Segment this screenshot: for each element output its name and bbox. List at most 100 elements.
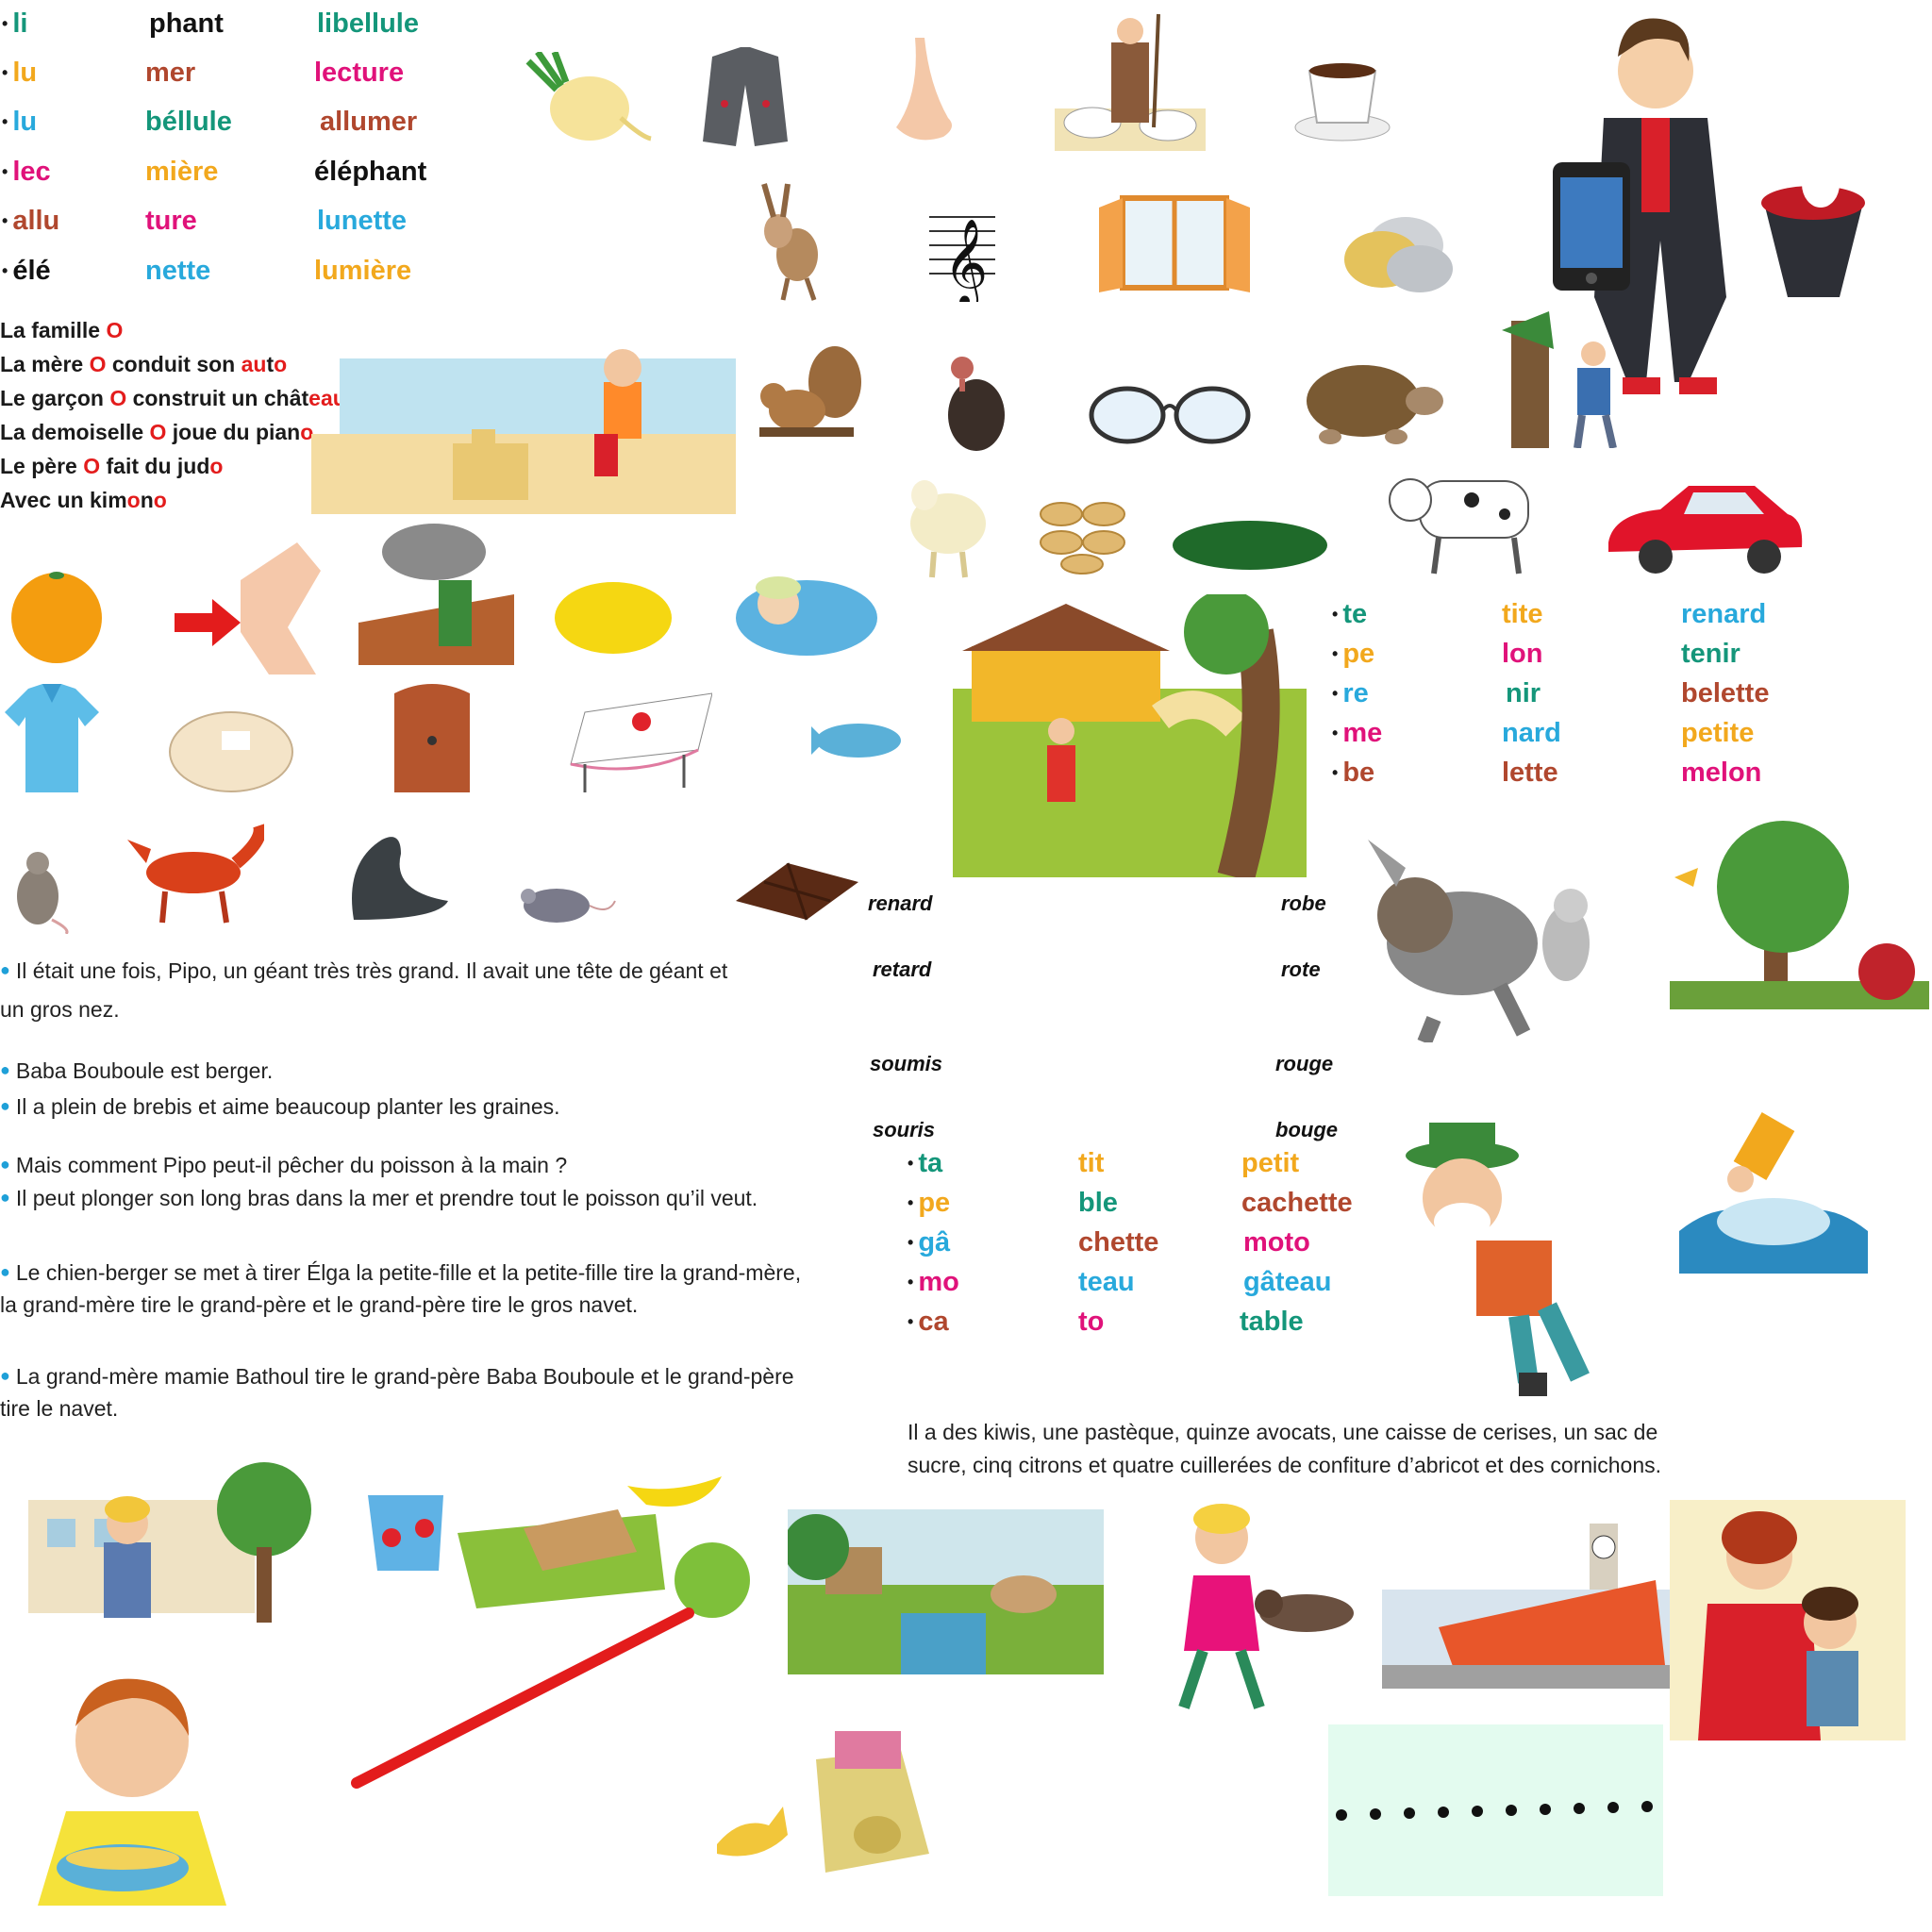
syllable: melon (1681, 758, 1762, 788)
cucumber-image (1173, 521, 1327, 570)
chocolate-image (736, 862, 858, 921)
syllable: pe (1332, 638, 1374, 670)
paired-word: robe (1281, 891, 1326, 915)
landscape-image (788, 1509, 1104, 1674)
story-line: ● Le chien-berger se met à tirer Élga la … (0, 1260, 802, 1285)
shopping-line: sucre, cinq citrons et quatre cuillerées… (908, 1453, 1662, 1477)
window-image (1099, 195, 1250, 292)
syllable: nette (145, 256, 211, 286)
story-line: ● La grand-mère mamie Bathoul tire le gra… (0, 1364, 794, 1389)
syllable: lec (2, 156, 50, 188)
red-line (351, 1607, 694, 1789)
story-line: ● Mais comment Pipo peut-il pêcher du poi… (0, 1153, 568, 1177)
diver-image (1679, 1112, 1868, 1274)
paired-word: renard (868, 891, 933, 915)
syllable: ble (1078, 1188, 1118, 1218)
syllable: gâteau (1243, 1267, 1332, 1297)
famille-line: Le père O fait du judo (0, 454, 224, 478)
paired-word: soumis (870, 1052, 943, 1075)
syllable: tenir (1681, 639, 1740, 669)
syllable: tite (1502, 599, 1543, 629)
syllable: moto (1243, 1227, 1310, 1257)
elbow-image (175, 542, 321, 675)
snack-foods-image (368, 1476, 750, 1618)
famille-line: La demoiselle O joue du piano (0, 420, 314, 444)
paired-word: souris (873, 1118, 936, 1141)
syllable: me (1332, 717, 1382, 749)
story-line: ● Il a plein de brebis et aime beaucoup p… (0, 1094, 560, 1119)
baby-image (736, 576, 877, 656)
phone-image (1553, 162, 1630, 291)
syllable: lu (2, 106, 37, 138)
dots-panel (1328, 1724, 1663, 1896)
syllable: petite (1681, 718, 1755, 748)
syllable: petit (1241, 1148, 1300, 1178)
syllable: to (1078, 1307, 1105, 1337)
lumberjack-image (1502, 311, 1617, 448)
syllable: allu (2, 205, 59, 237)
paired-word: rote (1281, 958, 1321, 981)
syllable: renard (1681, 599, 1767, 629)
famille-line: La famille O (0, 318, 124, 342)
story-line: un gros nez. (0, 997, 120, 1022)
chimney-image (358, 524, 514, 665)
vulture-image (948, 357, 1005, 451)
syllable: phant (149, 8, 224, 39)
sandcastle-beach-image (311, 349, 736, 514)
syllable: béllule (145, 107, 232, 137)
syllable: mo (908, 1266, 959, 1298)
squirrel-image (759, 346, 861, 437)
svg-text:𝄞: 𝄞 (943, 218, 988, 302)
seeds-image (1040, 502, 1125, 575)
rat-image (17, 852, 69, 934)
famille-line: Avec un kimono (0, 488, 167, 512)
famille-line: Le garçon O construit un château (0, 386, 346, 410)
syllable: lu (2, 57, 37, 89)
coffee-cup-image (1294, 63, 1391, 142)
syllable: lon (1502, 639, 1543, 669)
shouting-man-image (1406, 1123, 1590, 1396)
syllable: li (2, 8, 27, 40)
tree-with-bird-image (1670, 821, 1929, 1009)
syllable: ca (908, 1306, 948, 1338)
syllable: pe (908, 1187, 950, 1219)
orange-image (11, 572, 102, 663)
syllable: tit (1078, 1148, 1105, 1178)
seal-image (352, 837, 448, 920)
story-line: la grand-mère tire le grand-père et le g… (0, 1292, 639, 1317)
fish-image (811, 724, 901, 758)
syllable: nir (1506, 678, 1541, 708)
syllable: mer (145, 58, 196, 88)
paired-word: bouge (1275, 1118, 1338, 1141)
treble-clef-image: 𝄞 (929, 216, 995, 302)
table-image (570, 692, 712, 792)
syllable: ta (908, 1147, 942, 1179)
melon-image (555, 582, 672, 654)
paired-word: retard (873, 958, 932, 981)
syllable: lette (1502, 758, 1558, 788)
turtle-image (1307, 365, 1443, 444)
dog-and-mouse-image (1368, 840, 1590, 1042)
donkey-image (761, 183, 818, 301)
sheep-image (910, 480, 986, 578)
dotted-line (1336, 1801, 1653, 1821)
schoolbag-image (717, 1731, 929, 1873)
syllable: élé (2, 255, 50, 287)
story-line: ● Il était une fois, Pipo, un géant très … (0, 958, 728, 983)
syllable: allumer (320, 107, 418, 137)
girl-running-dog-image (1178, 1504, 1354, 1709)
story-line: ● Baba Bouboule est berger. (0, 1058, 274, 1083)
syllable: te (1332, 598, 1367, 630)
chicken-package-image (169, 711, 293, 792)
vest-image (703, 47, 788, 146)
farm-scene-image (953, 594, 1307, 877)
syllable: teau (1078, 1267, 1135, 1297)
fox-image (127, 824, 264, 924)
cow-image (1389, 478, 1529, 575)
train-image (1382, 1524, 1674, 1689)
famille-line: La mère O conduit son auto (0, 352, 288, 376)
syllable: mière (145, 157, 219, 187)
shepherd-image (1055, 13, 1206, 151)
nose-image (896, 38, 952, 141)
syllable: lunette (317, 206, 408, 236)
